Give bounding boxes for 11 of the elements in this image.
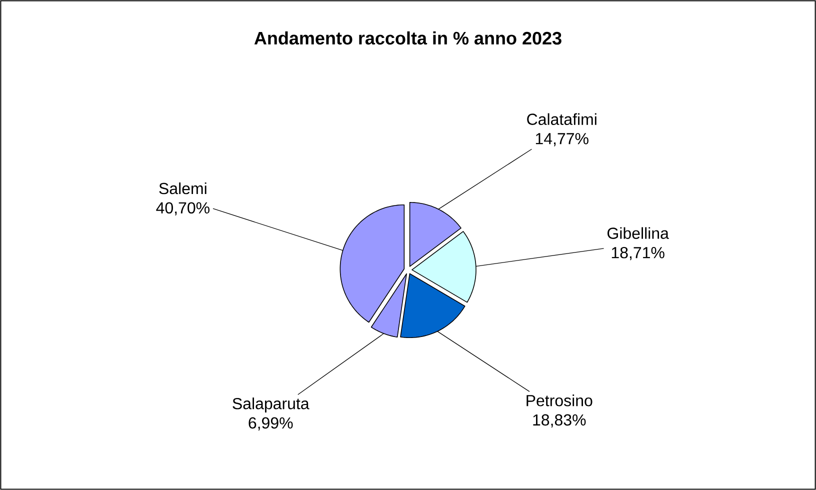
data-label: 6,99% (248, 417, 293, 430)
data-label: 18,83% (533, 414, 586, 428)
data-label: 18,71% (612, 246, 664, 260)
data-label: 14,77% (536, 133, 588, 146)
slice-label: Calatafimi (527, 113, 596, 125)
slice-label: Petrosino (526, 394, 592, 406)
chart-title: Andamento raccolta in % anno 2023 (254, 31, 562, 45)
slice-label: Salaparuta (232, 398, 310, 412)
data-label: 40,70% (156, 202, 210, 216)
slice-label: Gibellina (608, 227, 669, 239)
slice-label: Salemi (159, 182, 206, 194)
